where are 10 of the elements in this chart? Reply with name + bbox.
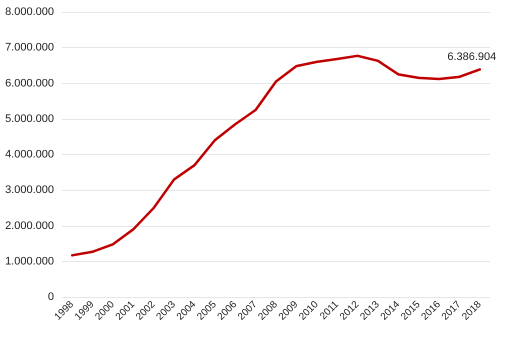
y-tick-label: 1.000.000	[5, 255, 54, 268]
y-tick-label: 8.000.000	[5, 6, 54, 18]
y-tick-label: 0	[48, 291, 54, 303]
y-tick-label: 7.000.000	[5, 42, 54, 54]
data-label: 6.386.904	[447, 50, 496, 63]
y-tick-label: 4.000.000	[5, 148, 54, 160]
y-tick-label: 2.000.000	[5, 220, 54, 232]
y-tick-label: 6.000.000	[5, 77, 54, 90]
y-tick-label: 5.000.000	[5, 112, 54, 125]
y-tick-label: 3.000.000	[5, 184, 54, 196]
